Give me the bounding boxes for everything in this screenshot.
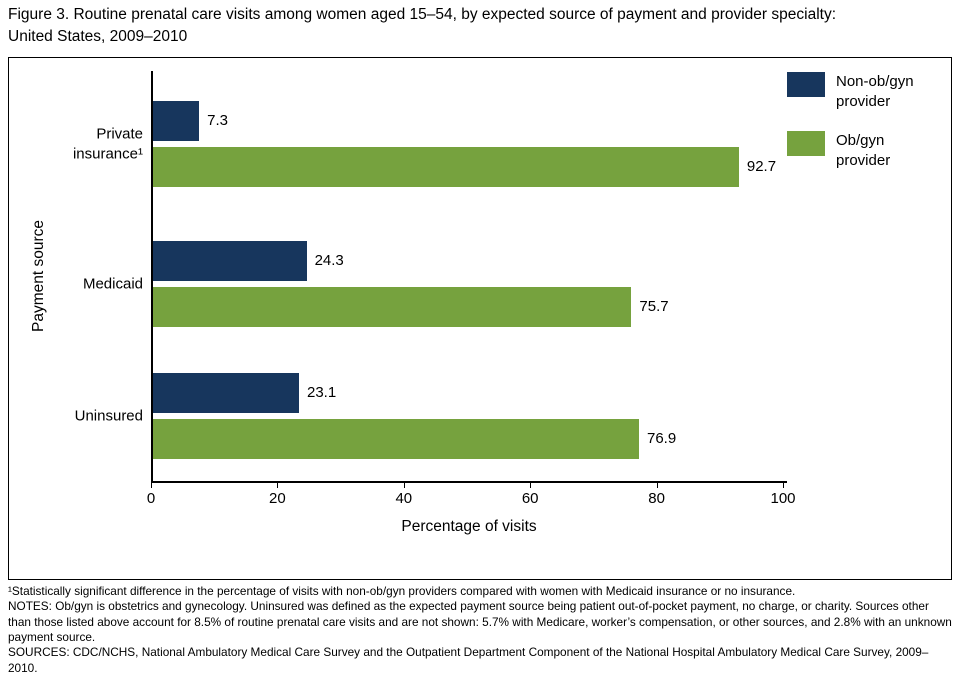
x-axis-tick: [530, 483, 532, 488]
legend-swatch-non-obgyn: [787, 72, 825, 97]
x-axis-tick-label: 40: [395, 490, 413, 507]
bar-obgyn: [153, 147, 739, 187]
legend-label: Ob/gyn provider: [836, 132, 891, 169]
x-axis-tick-label: 0: [146, 490, 156, 507]
bar-non-obgyn: [153, 101, 200, 141]
category-label: Medicaid: [82, 275, 143, 293]
x-axis-tick-label: 60: [521, 490, 539, 507]
figure-title-line-1: Figure 3. Routine prenatal care visits a…: [8, 6, 837, 23]
footnote-significance: ¹Statistically significant difference in…: [8, 584, 796, 598]
bar-value-label: 75.7: [639, 298, 669, 315]
footnote-sources: SOURCES: CDC/NCHS, National Ambulatory M…: [8, 645, 929, 675]
chart-area: Payment source Percentage of visits Priv…: [8, 57, 952, 580]
legend: Non-ob/gyn provider Ob/gyn provider: [787, 72, 924, 170]
x-axis-tick: [783, 483, 784, 488]
footnote-notes: NOTES: Ob/gyn is obstetrics and gynecolo…: [8, 599, 952, 644]
x-axis-tick: [277, 483, 279, 488]
bar-value-label: 76.9: [647, 430, 677, 447]
bar-value-label: 7.3: [207, 112, 228, 129]
figure-title-line-2: United States, 2009–2010: [8, 27, 188, 45]
footnotes: ¹Statistically significant difference in…: [8, 584, 954, 676]
x-axis-tick: [151, 483, 152, 488]
legend-item-non-obgyn: Non-ob/gyn provider: [787, 72, 924, 111]
legend-item-obgyn: Ob/gyn provider: [787, 131, 924, 170]
bar-obgyn: [153, 419, 639, 459]
bar-non-obgyn: [153, 373, 299, 413]
y-axis-line: [151, 71, 153, 483]
x-axis-tick-label: 100: [770, 490, 796, 507]
bar-non-obgyn: [153, 241, 307, 281]
x-axis-title: Percentage of visits: [401, 518, 537, 535]
x-axis-tick: [656, 483, 658, 488]
figure-title: Figure 3. Routine prenatal care visits a…: [8, 4, 952, 47]
x-axis-tick-label: 20: [269, 490, 286, 507]
legend-swatch-obgyn: [787, 131, 825, 156]
bar-obgyn: [153, 287, 632, 327]
legend-label: Non-ob/gyn provider: [836, 73, 914, 110]
bar-value-label: 92.7: [746, 158, 777, 175]
bar-value-label: 24.3: [314, 252, 344, 269]
bar-value-label: 23.1: [306, 384, 337, 401]
y-axis-title: Payment source: [30, 220, 47, 332]
x-axis-line: [151, 481, 787, 483]
x-axis-tick: [403, 483, 405, 488]
x-axis-tick-label: 80: [648, 490, 665, 507]
category-label: Private insurance¹: [72, 125, 143, 163]
category-label: Uninsured: [74, 407, 143, 425]
